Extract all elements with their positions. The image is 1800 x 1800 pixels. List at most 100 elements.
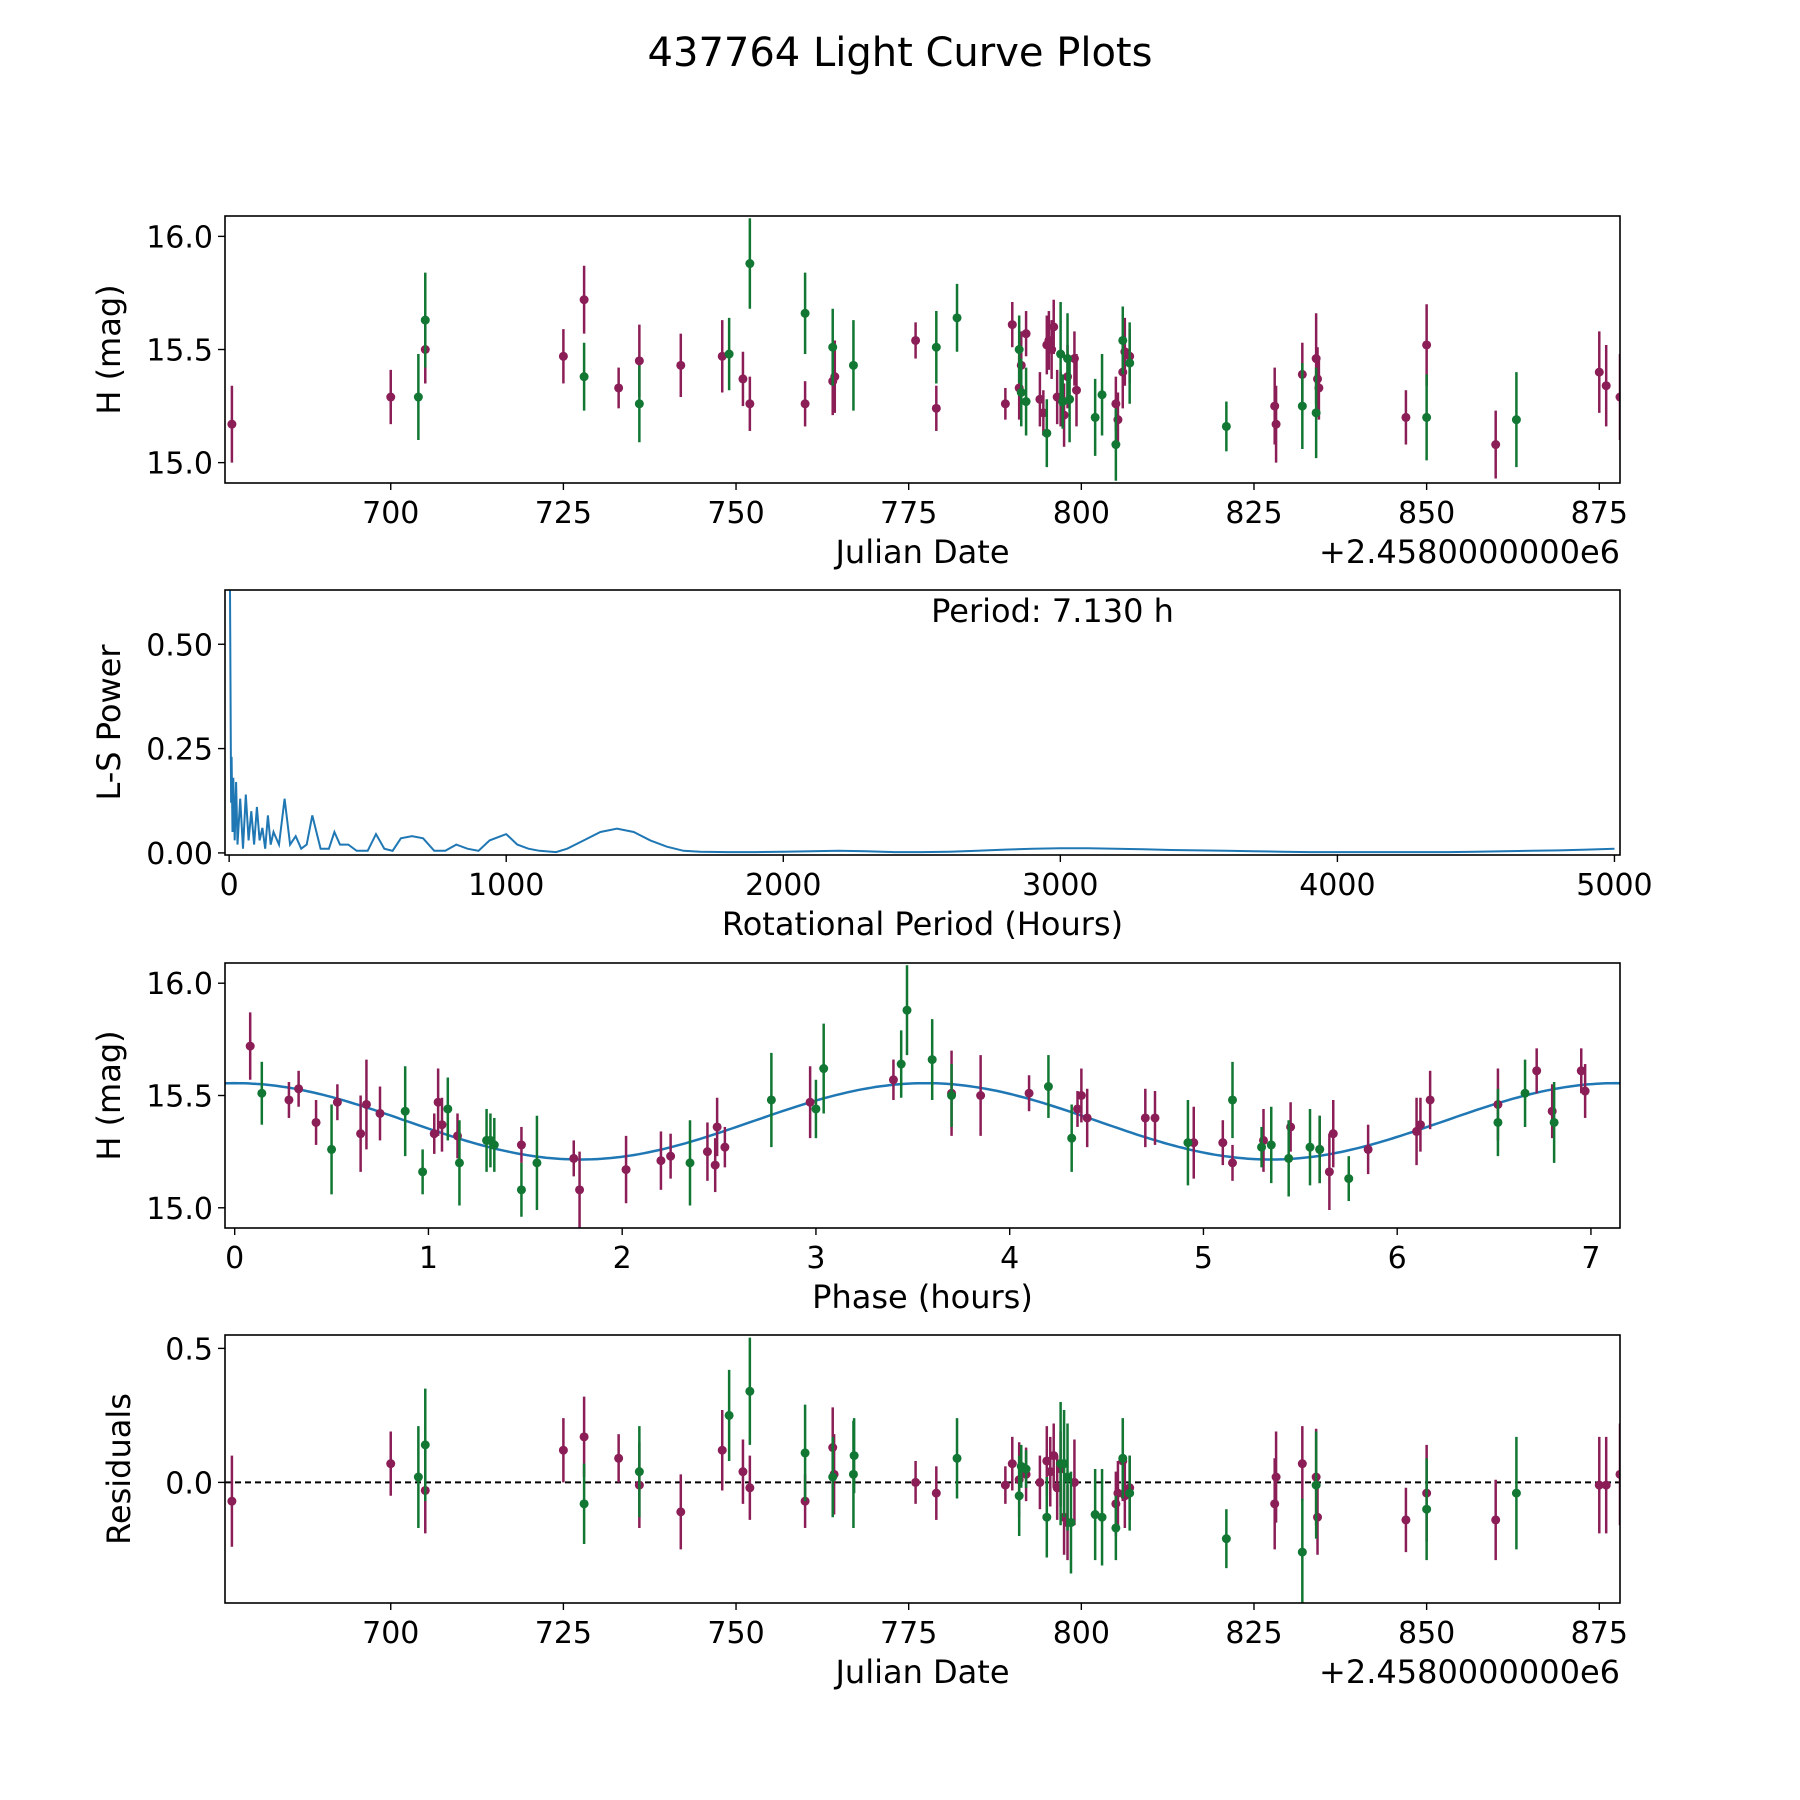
- x-tick-label: 725: [535, 1616, 592, 1651]
- marker: [386, 1459, 396, 1469]
- data-point: [1035, 1455, 1045, 1510]
- marker: [1228, 1158, 1237, 1168]
- marker: [1313, 1512, 1323, 1522]
- data-point: [1221, 1509, 1231, 1569]
- data-point: [712, 1097, 722, 1157]
- x-tick-label: 4: [1000, 1241, 1019, 1276]
- data-point: [1401, 390, 1411, 445]
- marker: [1059, 410, 1069, 420]
- marker: [738, 374, 748, 384]
- data-point: [1271, 1431, 1281, 1523]
- data-point: [1125, 322, 1135, 404]
- data-point: [811, 1079, 821, 1139]
- marker: [1297, 401, 1307, 411]
- data-point: [1118, 306, 1128, 375]
- data-point: [413, 1426, 423, 1528]
- marker: [375, 1108, 385, 1118]
- marker: [1324, 1167, 1334, 1177]
- marker: [579, 1499, 589, 1509]
- x-tick-label: 825: [1225, 1616, 1282, 1651]
- marker: [766, 1095, 776, 1105]
- axes-frame: [224, 962, 1621, 1229]
- marker: [724, 1410, 734, 1420]
- data-point: [745, 376, 755, 431]
- data-point: [720, 1126, 730, 1168]
- data-point: [1491, 410, 1501, 479]
- plot-area: [225, 1337, 1620, 1603]
- marker: [738, 1467, 748, 1477]
- marker: [437, 1120, 447, 1130]
- marker: [1601, 1480, 1611, 1490]
- marker: [413, 392, 423, 402]
- marker: [386, 392, 396, 402]
- x-tick-label: 1000: [468, 868, 544, 903]
- marker: [1111, 1523, 1121, 1533]
- data-point: [745, 1455, 755, 1520]
- data-point: [1021, 311, 1031, 357]
- marker: [420, 315, 430, 325]
- x-tick-label: 825: [1225, 496, 1282, 531]
- data-point: [1615, 1423, 1620, 1526]
- marker: [1125, 1488, 1135, 1498]
- marker: [1412, 1126, 1422, 1136]
- data-point: [1270, 1458, 1280, 1550]
- data-point: [666, 1133, 676, 1179]
- marker: [1615, 392, 1620, 402]
- data-point: [1076, 1068, 1086, 1123]
- y-tick-label: 15.0: [146, 1192, 213, 1227]
- marker: [1271, 1472, 1281, 1482]
- data-point: [1311, 367, 1321, 459]
- y-tick-label: 0.5: [165, 1332, 213, 1367]
- marker: [558, 1445, 568, 1455]
- marker: [717, 1445, 727, 1455]
- data-point: [294, 1070, 304, 1107]
- marker: [418, 1167, 428, 1177]
- data-point: [443, 1077, 453, 1141]
- y-axis-label: Residuals: [100, 1393, 138, 1545]
- data-point: [828, 308, 838, 386]
- marker: [1007, 1459, 1017, 1469]
- marker: [400, 1106, 410, 1116]
- marker: [911, 1477, 921, 1487]
- y-axis-label: H (mag): [90, 1030, 128, 1160]
- marker: [1021, 397, 1031, 407]
- data-point: [717, 320, 727, 393]
- data-point: [1067, 1104, 1077, 1172]
- marker: [976, 1091, 986, 1100]
- x-tick-label: 5: [1194, 1241, 1213, 1276]
- y-tick-label: 15.0: [146, 447, 213, 482]
- marker: [1401, 412, 1411, 422]
- marker: [516, 1140, 526, 1150]
- data-point: [952, 283, 962, 352]
- data-point: [1491, 1479, 1501, 1561]
- data-point: [800, 272, 810, 355]
- marker: [1066, 1518, 1076, 1528]
- data-point: [848, 320, 858, 411]
- data-point: [227, 385, 237, 463]
- marker: [413, 1472, 423, 1482]
- data-point: [1111, 408, 1121, 481]
- x-tick-label: 800: [1053, 1616, 1110, 1651]
- x-offset-label: +2.4580000000e6: [1319, 1653, 1620, 1691]
- plot-area: [227, 218, 1620, 481]
- marker: [1035, 1477, 1045, 1487]
- y-axis-label: H (mag): [90, 284, 128, 414]
- data-point: [1412, 1097, 1422, 1166]
- marker: [1183, 1138, 1193, 1148]
- panel-periodogram: 0 1000 2000 3000 4000 5000 0.00 0.25 0.50 Rotatio…: [90, 589, 1653, 943]
- marker: [1042, 1512, 1052, 1522]
- marker: [811, 1104, 821, 1114]
- marker: [1072, 385, 1082, 395]
- marker: [245, 1041, 255, 1051]
- marker: [1491, 440, 1501, 450]
- x-tick-label: 4000: [1299, 868, 1375, 903]
- data-point: [931, 385, 941, 431]
- data-point: [614, 367, 624, 409]
- x-tick-label: 3: [806, 1241, 825, 1276]
- panel-residuals: 700 725 750 775 800 825 850 875 0.0 0.5 Julian Dat…: [100, 1332, 1628, 1691]
- x-tick-label: 2000: [745, 868, 821, 903]
- data-point: [420, 272, 430, 368]
- data-point: [1284, 1120, 1294, 1197]
- marker: [1076, 1091, 1086, 1100]
